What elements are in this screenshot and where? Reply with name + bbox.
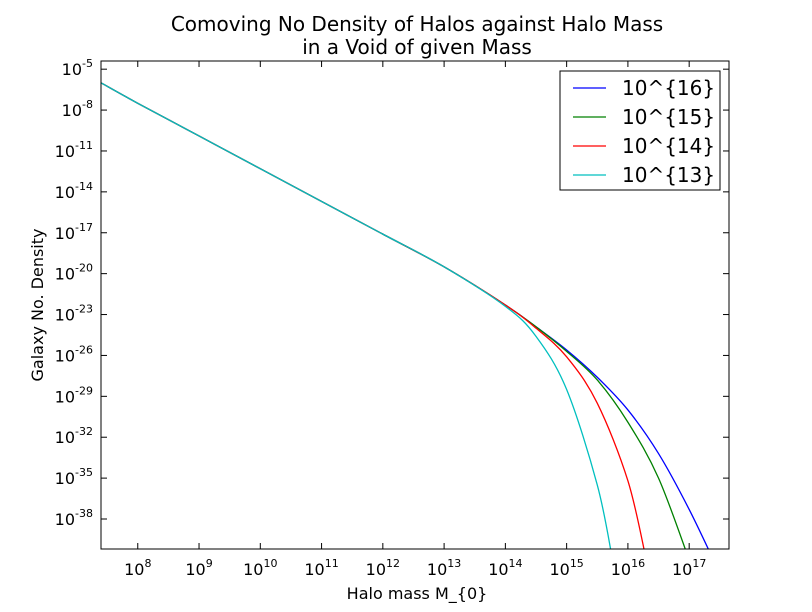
x-tick-label: 1017	[672, 557, 706, 579]
legend-label-3: 10^{13}	[622, 163, 715, 187]
x-tick-label: 1012	[366, 557, 400, 579]
y-tick-label: 10-26	[55, 343, 93, 365]
y-tick-label: 10-17	[55, 221, 93, 243]
chart-title-line-2: in a Void of given Mass	[302, 35, 532, 59]
x-tick-label: 108	[124, 557, 151, 579]
y-tick-label: 10-32	[55, 425, 93, 447]
series-line-3	[101, 82, 612, 549]
y-tick-label: 10-11	[55, 139, 93, 161]
series-group	[101, 82, 710, 549]
y-axis-label: Galaxy No. Density	[28, 229, 47, 382]
x-tick-label: 109	[185, 557, 212, 579]
y-tick-label: 10-20	[55, 262, 93, 284]
legend-label-2: 10^{14}	[622, 134, 715, 158]
legend-label-0: 10^{16}	[622, 76, 715, 100]
x-tick-label: 1010	[243, 557, 277, 579]
legend-box	[559, 70, 721, 191]
x-tick-label: 1014	[488, 557, 522, 579]
x-axis-label: Halo mass M_{0}	[347, 584, 488, 604]
x-tick-label: 1015	[549, 557, 583, 579]
y-tick-label: 10-14	[55, 180, 93, 202]
y-tick-label: 10-38	[55, 507, 93, 529]
y-tick-label: 10-23	[55, 303, 93, 325]
chart-title-line-1: Comoving No Density of Halos against Hal…	[171, 12, 663, 36]
plot-frame	[100, 60, 730, 550]
y-tick-label: 10-8	[62, 98, 93, 120]
x-tick-label: 1013	[427, 557, 461, 579]
y-tick-label: 10-29	[55, 384, 93, 406]
legend: 10^{16} 10^{15} 10^{14} 10^{13}	[559, 70, 721, 191]
y-tick-label: 10-5	[62, 57, 93, 79]
ticks-group: 108 109 1010 1011 1012 1013 1014 1015 1016 1017 10…	[55, 57, 729, 579]
legend-label-1: 10^{15}	[622, 105, 715, 129]
x-tick-label: 1016	[611, 557, 645, 579]
x-tick-label: 1011	[304, 557, 338, 579]
y-tick-label: 10-35	[55, 466, 93, 488]
